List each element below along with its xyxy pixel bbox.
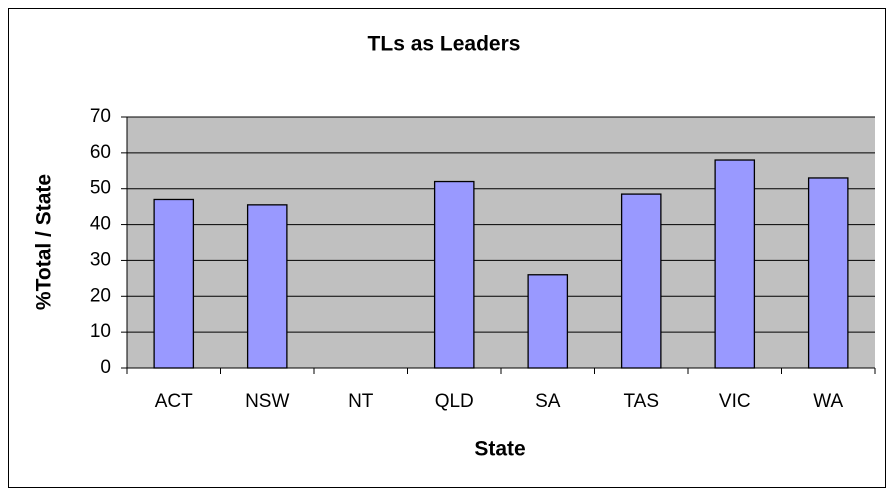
chart-title: TLs as Leaders xyxy=(368,33,521,56)
bar xyxy=(807,177,849,369)
x-tick-label: ACT xyxy=(155,391,193,412)
bar xyxy=(153,198,195,369)
bar xyxy=(620,193,662,369)
y-axis-label: %Total / State xyxy=(33,174,56,310)
y-tick-label: 40 xyxy=(90,214,111,235)
x-tick-label: TAS xyxy=(623,391,659,412)
y-tick-label: 60 xyxy=(90,142,111,163)
y-tick-label: 0 xyxy=(100,357,111,378)
x-axis-label: State xyxy=(474,438,525,461)
x-tick-label: SA xyxy=(535,391,561,412)
x-tick-label: QLD xyxy=(435,391,474,412)
y-tick-label: 50 xyxy=(90,178,111,199)
y-tick-label: 10 xyxy=(90,321,111,342)
plot-area xyxy=(127,117,875,368)
y-tick-label: 20 xyxy=(90,285,111,306)
bar xyxy=(714,159,756,369)
x-tick-label: WA xyxy=(813,391,843,412)
y-tick-label: 70 xyxy=(90,106,111,127)
bar xyxy=(433,180,475,369)
y-tick-label: 30 xyxy=(90,249,111,270)
bar xyxy=(246,204,288,369)
x-tick-label: NT xyxy=(348,391,374,412)
x-tick-label: NSW xyxy=(245,391,289,412)
bar xyxy=(527,274,569,369)
x-tick-label: VIC xyxy=(719,391,751,412)
